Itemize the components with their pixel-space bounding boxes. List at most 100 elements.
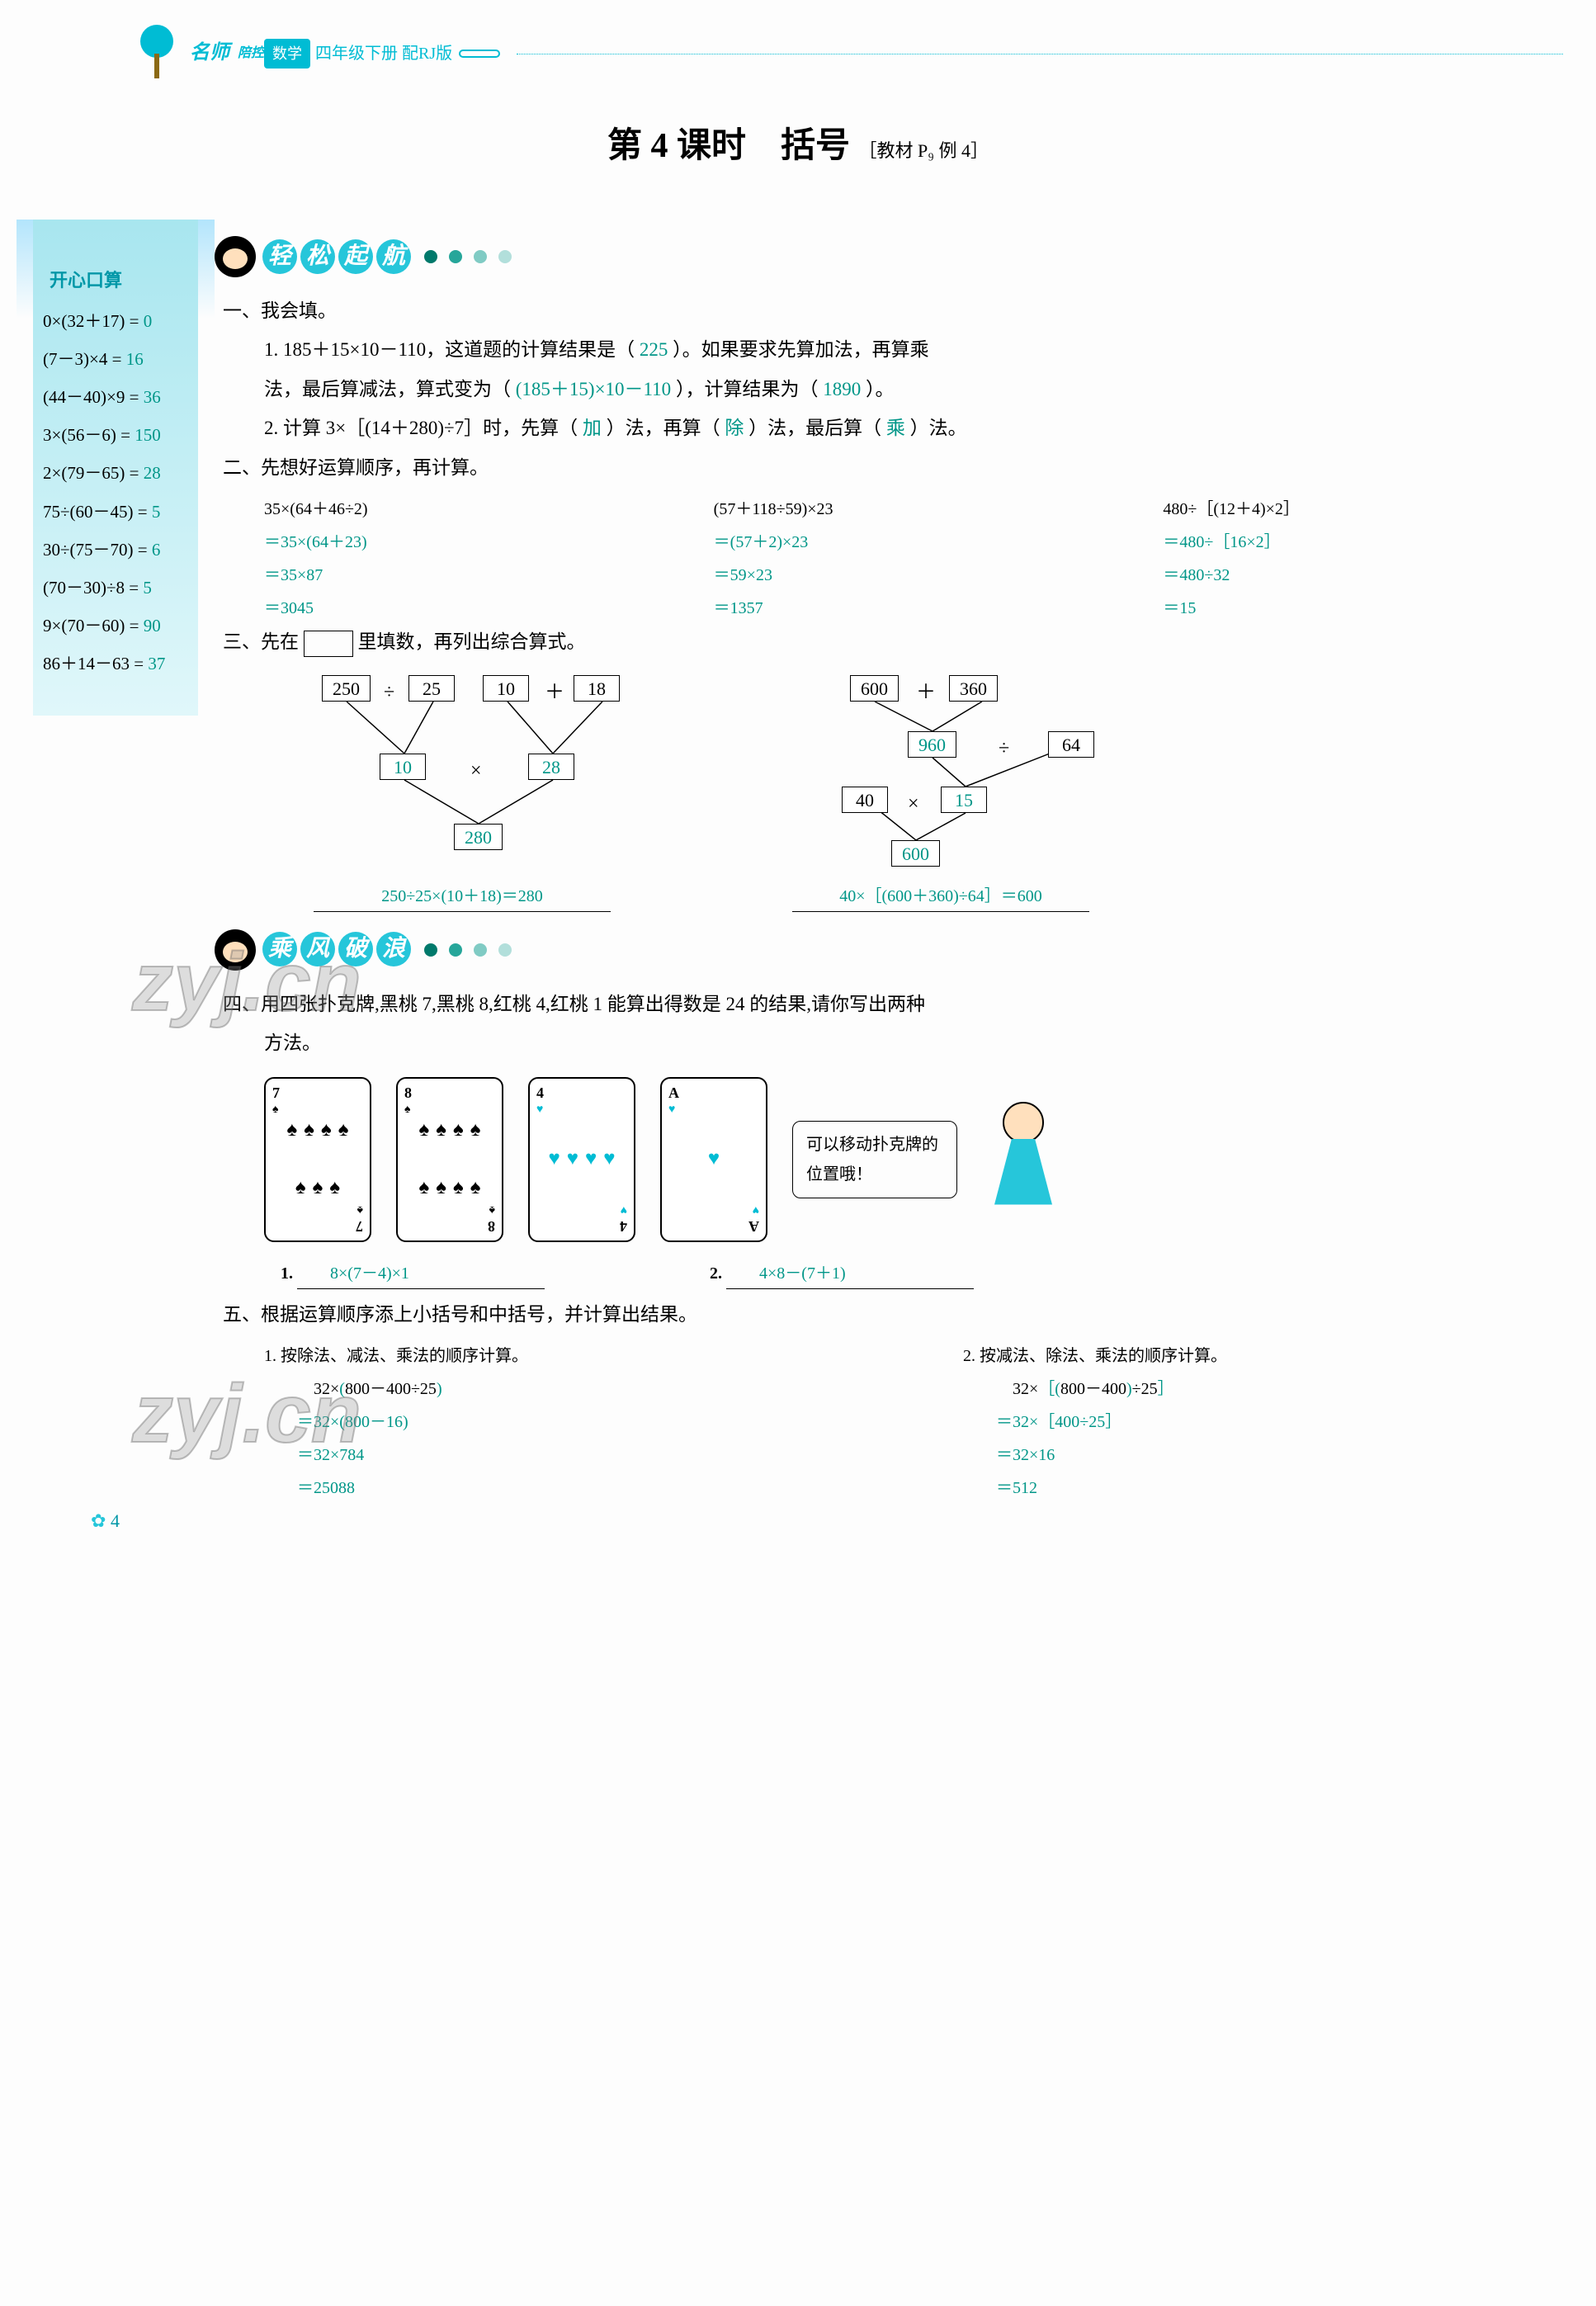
- sidebar-item: 2×(79－65) = 28: [43, 454, 188, 492]
- heading-bubble-1: 轻松起航: [261, 236, 413, 277]
- tree-icon: [132, 25, 182, 83]
- h1: 轻: [262, 239, 297, 274]
- sidebar-item: 0×(32＋17) = 0: [43, 302, 188, 340]
- q4-ans1-label: 1.: [281, 1264, 293, 1283]
- d1-op-div: ÷: [384, 675, 394, 711]
- q5-col-2: 2. 按减法、除法、乘法的顺序计算。 32×［(800－400)÷25］ ＝32…: [963, 1340, 1563, 1505]
- q1-ans-jia: 加: [583, 418, 602, 438]
- dot-icon: [474, 943, 487, 957]
- q4-ans2: 4×8－(7＋1): [726, 1259, 974, 1289]
- q5-step: ＝32×(800－16): [297, 1406, 864, 1439]
- d2-box-64: 64: [1048, 731, 1094, 758]
- q1-ans-1890: 1890: [823, 379, 861, 399]
- sidebar-item: 75÷(60－45) = 5: [43, 493, 188, 531]
- d1-answer-line: 250÷25×(10＋18)＝280: [314, 881, 611, 912]
- q5-heading: 五、根据运算顺序添上小括号和中括号，并计算出结果。: [223, 1297, 1563, 1331]
- d2-bottom: 600: [891, 840, 940, 867]
- d2-op-mul: ×: [908, 787, 919, 822]
- q5-2-expr: 32×［(800－400)÷25］: [1013, 1373, 1563, 1406]
- q3-diagrams: 250 ÷ 25 10 ＋ 18 10 × 28 280: [297, 675, 1563, 873]
- calc-column: 35×(64＋46÷2)＝35×(64＋23)＝35×87＝3045: [264, 493, 664, 625]
- face-icon-2: [215, 929, 256, 971]
- d1-op-plus: ＋: [545, 675, 564, 711]
- page-title: 第 4 课时 括号 ［教材 P₉ 例 4］: [33, 116, 1563, 178]
- sidebar-item: 3×(56－6) = 150: [43, 416, 188, 454]
- sidebar-item: 9×(70－60) = 90: [43, 607, 188, 645]
- speech-bubble: 可以移动扑克牌的位置哦！: [792, 1121, 957, 1198]
- d1-mid-10: 10: [380, 754, 426, 780]
- q4-heading-b: 方法。: [264, 1026, 1563, 1060]
- d1-mid-28: 28: [528, 754, 574, 780]
- d2-box-40: 40: [842, 787, 888, 813]
- q4-heading: 四、用四张扑克牌,黑桃 7,黑桃 8,红桃 4,红桃 1 能算出得数是 24 的…: [223, 987, 1563, 1021]
- q1-ans-225: 225: [640, 339, 668, 360]
- dot-icon: [498, 250, 512, 263]
- q1-ans-cheng: 乘: [886, 418, 905, 438]
- q5-step: ＝512: [996, 1472, 1563, 1505]
- blank-box-icon: [304, 631, 353, 657]
- q4-ans2-label: 2.: [710, 1264, 722, 1283]
- q1-p2: 2. 计算 3×［(14＋280)÷7］时，先算（ 加 ）法，再算（ 除 ）法，…: [264, 411, 1563, 445]
- q1-heading: 一、我会填。: [223, 294, 1563, 328]
- q1-p1: 1. 185＋15×10－110，这道题的计算结果是（ 225 ）。如果要求先算…: [264, 333, 1563, 366]
- q5-col-1: 1. 按除法、减法、乘法的顺序计算。 32×(800－400÷25) ＝32×(…: [264, 1340, 864, 1505]
- d1-box-10: 10: [483, 675, 529, 702]
- title-sub: ［教材 P₉ 例 4］: [859, 140, 989, 161]
- diagram-2: 600 ＋ 360 960 ÷ 64 40 × 15 600: [809, 675, 1221, 873]
- q5-step: ＝25088: [297, 1472, 864, 1505]
- face-icon: [215, 236, 256, 277]
- q2-heading: 二、先想好运算顺序，再计算。: [223, 451, 1563, 484]
- top-banner: 名师 陪控 数学 四年级下册 配RJ版: [33, 25, 1563, 83]
- subject-box: 数学: [264, 39, 310, 69]
- d2-answer-line: 40×［(600＋360)÷64］＝600: [792, 881, 1089, 912]
- sidebar-item: 30÷(75－70) = 6: [43, 531, 188, 569]
- q3-heading: 三、先在 里填数，再列出综合算式。: [223, 625, 1563, 659]
- q4-answers: 1. 8×(7－4)×1 2. 4×8－(7＋1): [281, 1259, 1563, 1289]
- sidebar-item: (70－30)÷8 = 5: [43, 569, 188, 607]
- playing-card: 7 7: [264, 1077, 371, 1242]
- d1-bottom: 280: [454, 824, 503, 850]
- h3: 起: [338, 239, 373, 274]
- q5-step: ＝32×784: [297, 1439, 864, 1472]
- d1-op-mul: ×: [470, 754, 482, 789]
- q1-ans-expr: (185＋15)×10－110: [516, 379, 671, 399]
- q4-ans1: 8×(7－4)×1: [297, 1259, 545, 1289]
- playing-card: 8 8: [396, 1077, 503, 1242]
- d2-op-plus: ＋: [916, 675, 936, 711]
- d2-box-15: 15: [941, 787, 987, 813]
- sidebar-item: (7－3)×4 = 16: [43, 340, 188, 378]
- calc-column: (57＋118÷59)×23＝(57＋2)×23＝59×23＝1357: [714, 493, 1114, 625]
- h3: 破: [338, 932, 373, 966]
- d2-box-600: 600: [850, 675, 899, 702]
- d1-box-25: 25: [408, 675, 455, 702]
- sidebar-item: (44－40)×9 = 36: [43, 378, 188, 416]
- h2: 松: [300, 239, 335, 274]
- q5-1-expr: 32×(800－400÷25): [314, 1373, 864, 1406]
- q5-step: ＝32×16: [996, 1439, 1563, 1472]
- page-number: 4: [91, 1505, 120, 1538]
- title-main: 第 4 课时 括号: [607, 127, 850, 165]
- q5-1-sub: 1. 按除法、减法、乘法的顺序计算。: [264, 1340, 864, 1373]
- diagram-1-lines: [297, 675, 710, 873]
- q1-ans-chu: 除: [725, 418, 744, 438]
- h1: 乘: [262, 932, 297, 966]
- playing-card: 4 4: [528, 1077, 635, 1242]
- dot-icon: [449, 250, 462, 263]
- dots-2: [424, 943, 512, 957]
- h2: 风: [300, 932, 335, 966]
- d1-box-18: 18: [574, 675, 620, 702]
- section-2-heading: 乘风破浪: [215, 929, 1563, 970]
- dot-icon: [474, 250, 487, 263]
- diagram-1: 250 ÷ 25 10 ＋ 18 10 × 28 280: [297, 675, 710, 873]
- diagram-2-lines: [809, 675, 1221, 873]
- sidebar-item: 86＋14－63 = 37: [43, 645, 188, 683]
- grade: 四年级下册 配RJ版: [315, 39, 452, 69]
- main-content: 轻松起航 一、我会填。 1. 185＋15×10－110，这道题的计算结果是（ …: [215, 220, 1563, 1505]
- q5-columns: 1. 按除法、减法、乘法的顺序计算。 32×(800－400÷25) ＝32×(…: [264, 1340, 1563, 1505]
- q1-p1c: 法，最后算减法，算式变为（ (185＋15)×10－110 ），计算结果为（ 1…: [264, 372, 1563, 406]
- q5-step: ＝32×［400÷25］: [996, 1406, 1563, 1439]
- dot-icon: [498, 943, 512, 957]
- d1-box-250: 250: [322, 675, 371, 702]
- cards-row: 7 7 8 8 4 4 A A 可以移动扑克牌的位置哦！: [264, 1077, 1563, 1242]
- calc-column: 480÷［(12＋4)×2］＝480÷［16×2］＝480÷32＝15: [1163, 493, 1563, 625]
